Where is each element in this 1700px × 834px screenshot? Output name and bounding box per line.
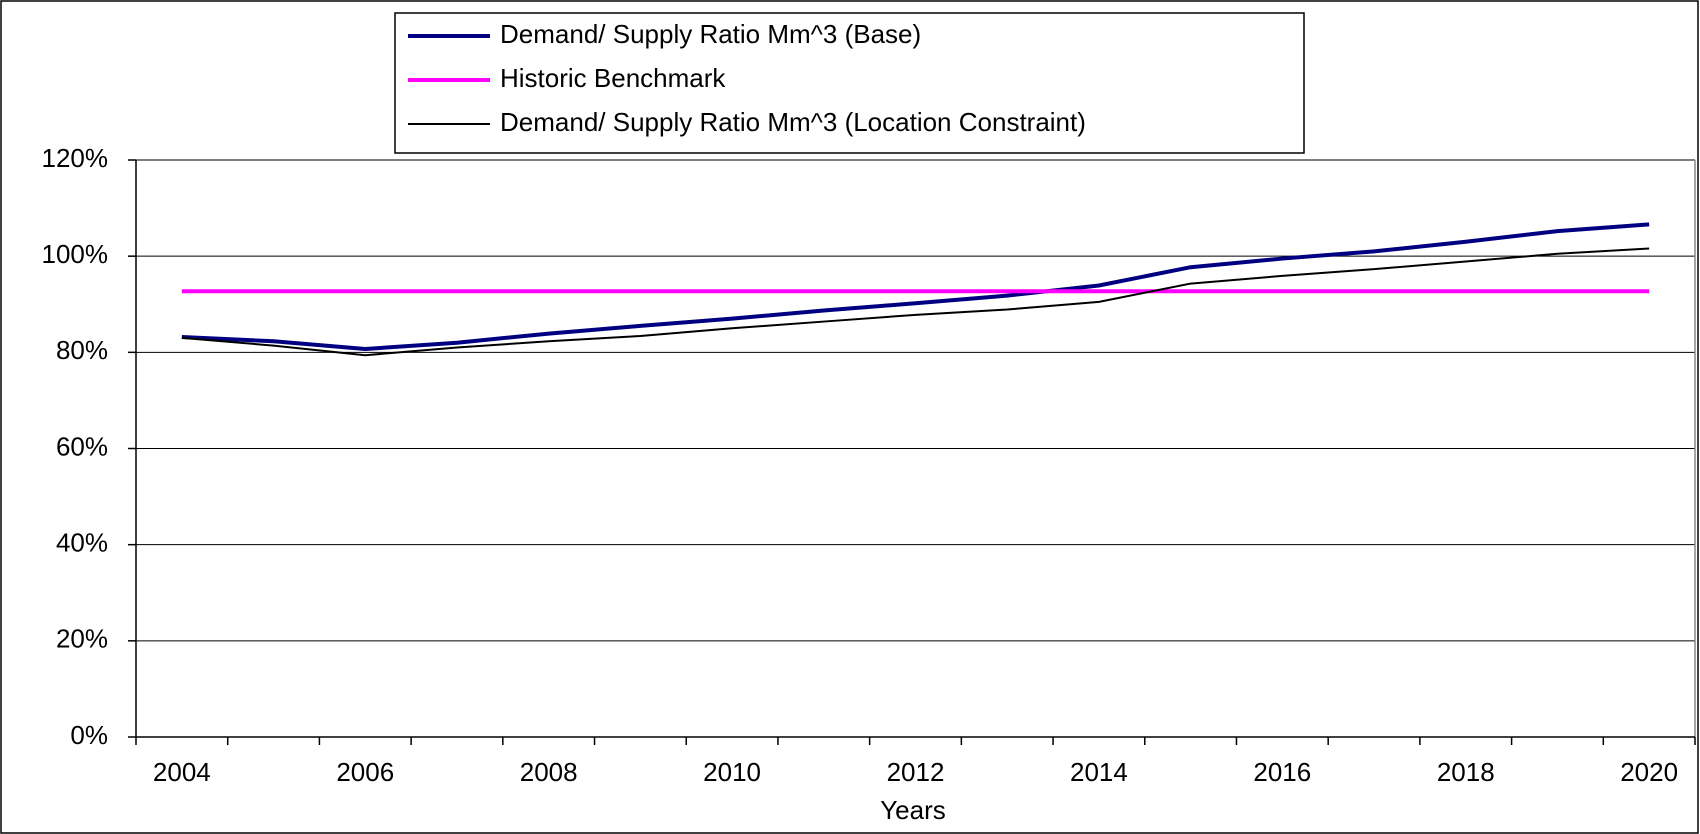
y-tick-label: 60% — [56, 431, 108, 461]
x-tick-label: 2010 — [703, 757, 761, 787]
y-tick-label: 20% — [56, 624, 108, 654]
x-tick-label: 2006 — [336, 757, 394, 787]
legend-label: Historic Benchmark — [500, 63, 726, 93]
line-series — [181, 222, 1650, 351]
legend-box — [394, 12, 1305, 154]
y-tick-label: 0% — [70, 720, 108, 750]
legend-label: Demand/ Supply Ratio Mm^3 (Location Cons… — [500, 107, 1086, 137]
y-tick-label: 40% — [56, 528, 108, 558]
x-tick-label: 2014 — [1070, 757, 1128, 787]
x-tick-label: 2008 — [520, 757, 578, 787]
line-series — [181, 247, 1650, 357]
x-tick-label: 2004 — [153, 757, 211, 787]
y-tick-label: 80% — [56, 335, 108, 365]
x-tick-label: 2016 — [1253, 757, 1311, 787]
y-tick-label: 100% — [42, 239, 109, 269]
legend-label: Demand/ Supply Ratio Mm^3 (Base) — [500, 19, 921, 49]
x-tick-label: 2012 — [887, 757, 945, 787]
x-axis-label: Years — [880, 795, 946, 825]
x-tick-label: 2020 — [1620, 757, 1678, 787]
y-tick-label: 120% — [42, 143, 109, 173]
x-tick-label: 2018 — [1437, 757, 1495, 787]
